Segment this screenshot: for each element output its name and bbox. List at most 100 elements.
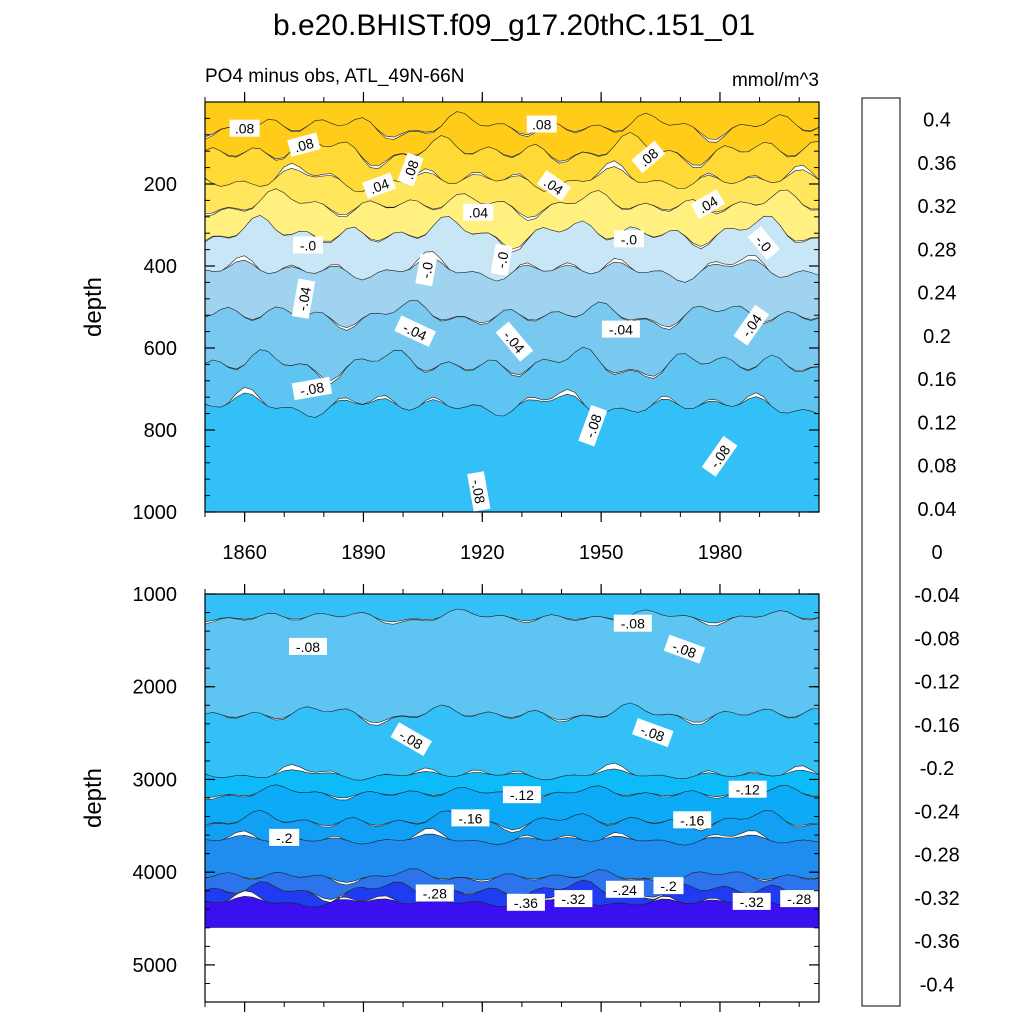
colorbar-tick-label: 0.32 bbox=[918, 196, 957, 218]
contour-label: -.04 bbox=[291, 278, 316, 319]
x-tick-label: 1950 bbox=[579, 542, 624, 564]
upper-field bbox=[205, 102, 819, 512]
svg-text:.08: .08 bbox=[293, 135, 316, 156]
svg-text:-.12: -.12 bbox=[510, 787, 534, 803]
contour-label: .08 bbox=[229, 119, 260, 137]
x-tick-label: 1860 bbox=[222, 542, 267, 564]
contour-label: .08 bbox=[287, 132, 321, 157]
svg-text:-.0: -.0 bbox=[493, 250, 512, 269]
contour-label: -.28 bbox=[780, 890, 819, 908]
svg-text:-.08: -.08 bbox=[296, 639, 320, 655]
colorbar-tick-label: -0.16 bbox=[914, 715, 960, 737]
contour-label: -.08 bbox=[701, 435, 738, 477]
svg-text:.08: .08 bbox=[400, 158, 422, 182]
y-tick-label: 4000 bbox=[133, 862, 178, 884]
x-tick-label: 1890 bbox=[341, 542, 386, 564]
contour-label: -.08 bbox=[578, 404, 608, 447]
svg-text:-.12: -.12 bbox=[736, 782, 760, 798]
contour-label: -.08 bbox=[289, 637, 327, 655]
svg-text:-.2: -.2 bbox=[660, 878, 677, 894]
svg-text:-.28: -.28 bbox=[787, 891, 811, 907]
colorbar-tick-label: 0.2 bbox=[923, 326, 951, 348]
svg-text:.08: .08 bbox=[532, 117, 552, 133]
contour-label: -.08 bbox=[390, 722, 432, 757]
svg-text:-.0: -.0 bbox=[418, 260, 437, 279]
colorbar-tick-label: 0.16 bbox=[918, 369, 957, 391]
svg-text:-.08: -.08 bbox=[299, 379, 326, 399]
upper-band-0 bbox=[205, 102, 819, 140]
svg-text:-.28: -.28 bbox=[423, 886, 447, 902]
upper-frame bbox=[204, 101, 820, 513]
y-tick-label: 400 bbox=[144, 256, 177, 278]
y-tick-label: 200 bbox=[144, 174, 177, 196]
svg-text:-.2: -.2 bbox=[276, 830, 293, 846]
colorbar-tick-label: 0.4 bbox=[923, 110, 951, 132]
contour-label: -.0 bbox=[490, 243, 513, 277]
svg-text:-.0: -.0 bbox=[621, 231, 638, 247]
contour-label: -.0 bbox=[613, 230, 644, 248]
lower-band-9 bbox=[205, 895, 819, 929]
svg-text:.08: .08 bbox=[235, 121, 255, 137]
contour-label: -.12 bbox=[502, 786, 541, 804]
colorbar-tick-label: 0 bbox=[931, 542, 942, 564]
contour-label: .08 bbox=[397, 152, 424, 187]
contour-label: .04 bbox=[362, 172, 397, 199]
contour-label: -.0 bbox=[415, 253, 438, 287]
svg-text:-.32: -.32 bbox=[561, 891, 585, 907]
contour-label: -.08 bbox=[291, 376, 333, 401]
contour-label: -.32 bbox=[732, 892, 771, 910]
contour-label: -.2 bbox=[269, 828, 300, 846]
contour-label: -.08 bbox=[663, 634, 706, 664]
y-tick-label: 5000 bbox=[133, 955, 178, 977]
svg-text:-.16: -.16 bbox=[680, 812, 704, 828]
colorbar-tick-label: 0.36 bbox=[918, 153, 957, 175]
x-tick-label: 1980 bbox=[698, 542, 743, 564]
svg-text:-.08: -.08 bbox=[639, 721, 667, 744]
contour-label: -.08 bbox=[632, 718, 674, 748]
subtitle-units: mmol/m^3 bbox=[732, 70, 819, 91]
colorbar-tick-label: -0.04 bbox=[914, 585, 960, 607]
lower-panel: -.08 -.08 -.08 -.08 -.08 -.12 -.12 -.16 -.16 -.2 -… bbox=[80, 584, 820, 1012]
lower-field bbox=[205, 594, 819, 1002]
contour-label: -.08 bbox=[467, 471, 491, 512]
colorbar-tick-label: -0.36 bbox=[914, 931, 960, 953]
svg-text:-.32: -.32 bbox=[740, 894, 764, 910]
no-data-region bbox=[205, 927, 819, 1002]
contour-label: -.08 bbox=[613, 614, 652, 632]
y-tick-label: 2000 bbox=[133, 677, 178, 699]
contour-label: -.04 bbox=[601, 320, 640, 338]
contour-label: -.2 bbox=[653, 877, 684, 895]
svg-text:-.16: -.16 bbox=[458, 810, 482, 826]
contour-label: -.28 bbox=[415, 884, 454, 902]
y-tick-label: 800 bbox=[144, 420, 177, 442]
contour-label: -.0 bbox=[293, 236, 323, 254]
svg-text:-.36: -.36 bbox=[514, 895, 538, 911]
svg-text:-.08: -.08 bbox=[621, 616, 645, 632]
colorbar-tick-label: -0.08 bbox=[914, 629, 960, 651]
svg-text:-.08: -.08 bbox=[468, 478, 488, 505]
upper-panel: .08.08.08.08.08.04.04.04.04-.0-.0-.0-.0-… bbox=[80, 92, 820, 564]
y-tick-label: 600 bbox=[144, 338, 177, 360]
contour-label: -.16 bbox=[451, 809, 490, 827]
svg-text:-.08: -.08 bbox=[582, 412, 605, 440]
subtitle-variable: PO4 minus obs, ATL_49N-66N bbox=[205, 66, 464, 87]
svg-text:-.04: -.04 bbox=[294, 285, 314, 312]
colorbar-tick-label: -0.32 bbox=[914, 888, 960, 910]
svg-text:-.04: -.04 bbox=[609, 322, 633, 338]
y-tick-label: 1000 bbox=[133, 584, 178, 606]
svg-text:.04: .04 bbox=[469, 205, 489, 221]
svg-text:.04: .04 bbox=[367, 175, 391, 197]
colorbar-tick-label: 0.04 bbox=[918, 499, 957, 521]
colorbar: -0.4 -0.36 -0.32 -0.28 -0.24 -0.2 -0.16 -0.12 -0… bbox=[861, 97, 960, 1007]
contour-label: -.16 bbox=[673, 811, 712, 829]
colorbar-tick-label: -0.4 bbox=[920, 974, 954, 996]
lower-band-1 bbox=[205, 608, 819, 723]
y-tick-label: 1000 bbox=[133, 502, 178, 524]
y-axis-label: depth bbox=[80, 277, 107, 337]
y-axis-label: depth bbox=[80, 768, 107, 828]
contour-label: -.24 bbox=[605, 880, 644, 898]
svg-text:-.08: -.08 bbox=[670, 638, 698, 661]
colorbar-tick-label: 0.12 bbox=[918, 412, 957, 434]
contour-label: -.32 bbox=[554, 890, 593, 908]
